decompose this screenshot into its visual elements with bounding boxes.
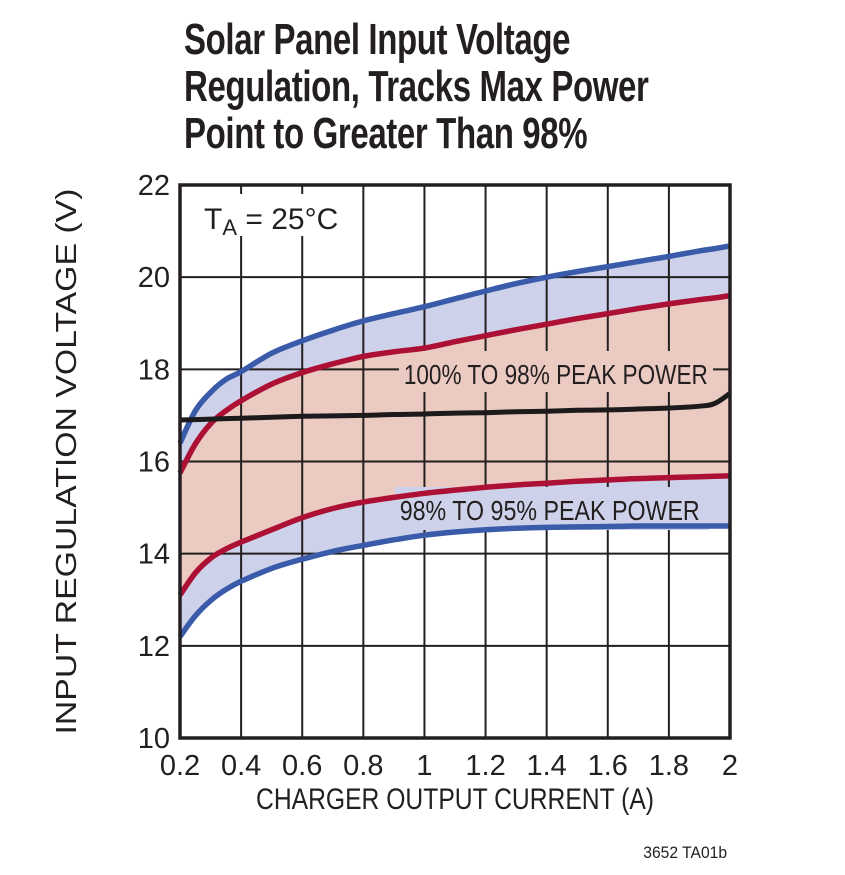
x-tick-label: 1.4 [527, 750, 567, 782]
region-label-patch-lavender [395, 487, 709, 530]
x-tick-label: 1 [416, 750, 432, 782]
x-tick-label: 0.2 [160, 750, 200, 782]
chart-title-line-1: Solar Panel Input Voltage [184, 15, 571, 64]
y-tick-label: 22 [138, 170, 170, 202]
x-tick-label: 1.8 [649, 750, 689, 782]
region-label-100-to-98: 100% TO 98% PEAK POWER [404, 359, 708, 390]
figure-code: 3652 TA01b [643, 843, 727, 862]
chart-title: Solar Panel Input Voltage Regulation, Tr… [184, 15, 649, 158]
band-fill-0 [180, 245, 730, 473]
region-label-patch-pink [399, 351, 713, 392]
chart-title-line-3: Point to Greater Than 98% [184, 109, 588, 158]
curve-blue-lower-95pct [177, 523, 730, 639]
curve-red-lower-98pct [177, 473, 731, 597]
x-tick-label: 0.4 [221, 750, 261, 782]
plot-border [178, 183, 732, 740]
x-tick-label: 1.2 [465, 750, 505, 782]
y-tick-label: 16 [138, 447, 170, 479]
curve-black-regulation-voltage [179, 391, 732, 423]
annotation-patch [196, 194, 332, 236]
x-tick-label: 1.6 [588, 750, 628, 782]
y-tick-label: 18 [138, 354, 170, 386]
x-tick-label: 0.6 [282, 750, 322, 782]
region-label-98-to-95: 98% TO 95% PEAK POWER [400, 495, 700, 526]
x-tick-label: 0.8 [343, 750, 383, 782]
ambient-temperature-annotation: TA = 25°C [204, 203, 338, 240]
x-tick-label: 2 [722, 750, 738, 782]
curve-blue-upper-95pct [177, 243, 731, 445]
curve-red-upper-98pct [177, 292, 731, 475]
y-tick-label: 20 [138, 262, 170, 294]
y-tick-label: 14 [138, 539, 170, 571]
y-tick-label: 12 [138, 631, 170, 663]
y-tick-label: 10 [138, 723, 170, 755]
chart-title-line-2: Regulation, Tracks Max Power [184, 62, 649, 111]
x-axis-title: CHARGER OUTPUT CURRENT (A) [256, 783, 654, 816]
y-axis-title: INPUT REGULATION VOLTAGE (V) [51, 189, 83, 735]
